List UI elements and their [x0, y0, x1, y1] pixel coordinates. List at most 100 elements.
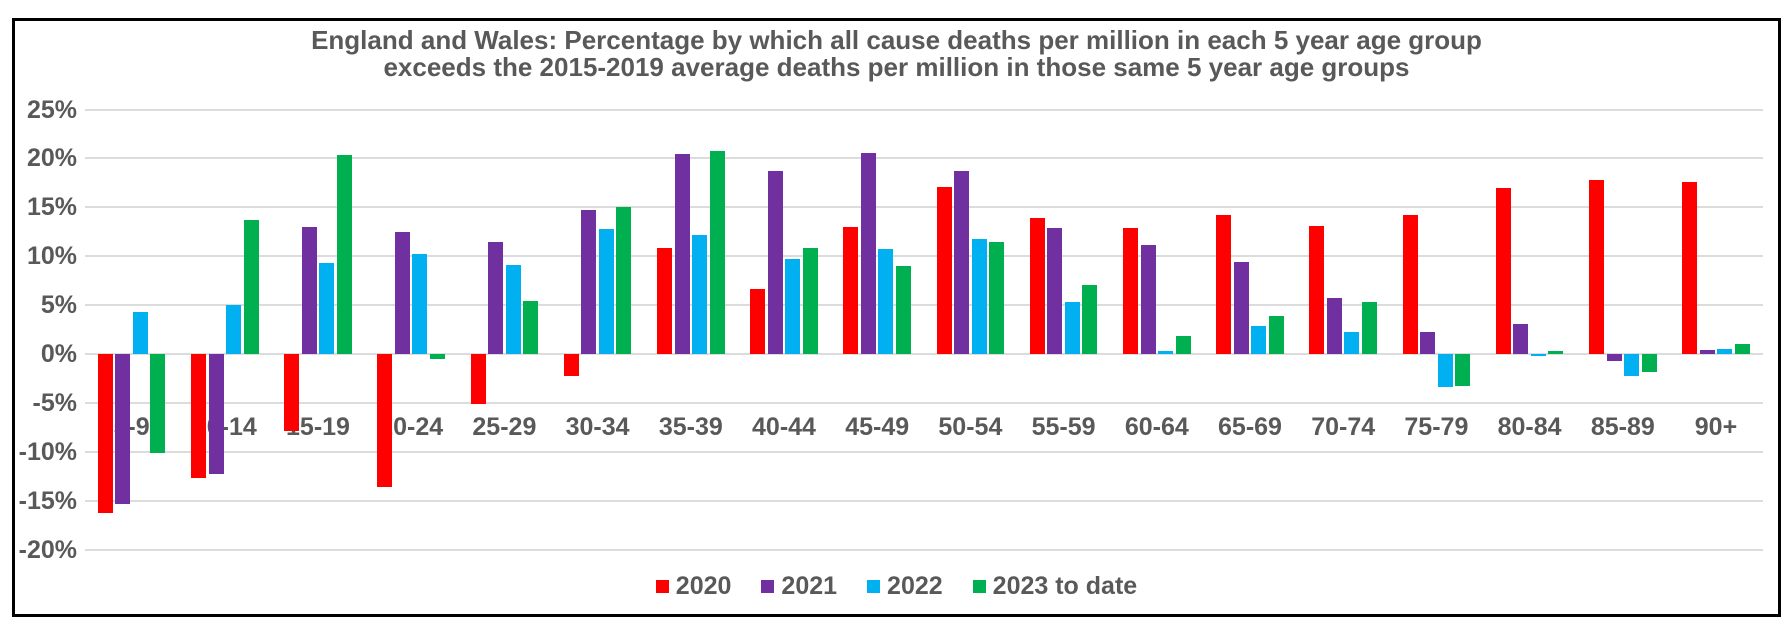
bar-2023-to-date-65-69: [1268, 315, 1284, 354]
chart-title-line-1: England and Wales: Percentage by which a…: [311, 25, 1482, 55]
bar-2020-65-69: [1216, 215, 1232, 354]
y-axis-tick-label--20: -20%: [18, 535, 77, 564]
bar-2022-70-74: [1344, 332, 1360, 354]
bar-2023-to-date-90+: [1734, 344, 1750, 354]
x-category-label-55-59: 55-59: [1031, 413, 1096, 441]
bar-2022-40-44: [785, 259, 801, 354]
bar-2022-10-14: [226, 305, 242, 354]
legend-item-2021: 2021: [761, 572, 837, 600]
bar-2020-55-59: [1029, 218, 1045, 354]
gridline-20pct: [85, 157, 1763, 160]
gridline--5pct: [85, 401, 1763, 404]
bar-2020-20-24: [377, 354, 393, 487]
bar-2021-40-44: [767, 171, 783, 354]
bar-2022-30-34: [598, 228, 614, 354]
bar-2021-20-24: [394, 231, 410, 354]
bar-2022-25-29: [505, 265, 521, 354]
legend-swatch-icon: [972, 579, 986, 593]
bar-2022-90+: [1717, 349, 1733, 354]
bar-2020-15-19: [284, 354, 300, 432]
y-axis-tick-label-10: 10%: [26, 242, 77, 271]
bar-2021-70-74: [1326, 298, 1342, 354]
bar-2022-85-89: [1624, 354, 1640, 377]
bar-2020-45-49: [843, 226, 859, 354]
x-category-label-75-79: 75-79: [1404, 413, 1469, 441]
bar-2020-40-44: [750, 289, 766, 354]
bar-2021-5-9: [115, 354, 131, 504]
x-category-label-45-49: 45-49: [845, 413, 910, 441]
bar-2023-to-date-45-49: [895, 265, 911, 354]
gridline-0pct: [85, 353, 1763, 355]
bar-2020-85-89: [1589, 179, 1605, 354]
y-axis-tick-label--5: -5%: [32, 388, 77, 417]
gridline-10pct: [85, 255, 1763, 258]
bar-2020-75-79: [1402, 215, 1418, 354]
y-axis-tick-label-25: 25%: [26, 95, 77, 124]
bar-2021-30-34: [581, 210, 597, 354]
x-category-label-35-39: 35-39: [658, 413, 723, 441]
y-axis-tick-label--15: -15%: [18, 486, 77, 515]
bar-2021-55-59: [1047, 227, 1063, 354]
gridline-25pct: [85, 108, 1763, 111]
bar-2023-to-date-15-19: [336, 155, 352, 354]
bar-2021-90+: [1699, 350, 1715, 354]
x-category-label-50-54: 50-54: [938, 413, 1003, 441]
bar-2021-50-54: [954, 171, 970, 354]
bar-2023-to-date-80-84: [1548, 351, 1564, 354]
y-axis-tick-label--10: -10%: [18, 437, 77, 466]
bar-2023-to-date-70-74: [1361, 302, 1377, 354]
gridline--20pct: [85, 548, 1763, 551]
bar-2023-to-date-75-79: [1455, 354, 1471, 387]
legend-swatch-icon: [761, 579, 775, 593]
bar-2023-to-date-85-89: [1641, 354, 1657, 372]
bar-2022-80-84: [1530, 354, 1546, 356]
bar-2021-80-84: [1513, 323, 1529, 354]
legend-item-2022: 2022: [867, 572, 943, 600]
bar-2022-60-64: [1158, 351, 1174, 354]
x-category-label-40-44: 40-44: [752, 413, 816, 441]
bar-2021-25-29: [488, 241, 504, 354]
gridline-5pct: [85, 304, 1763, 307]
chart-title: England and Wales: Percentage by which a…: [15, 27, 1778, 81]
x-category-label-90+: 90+: [1694, 413, 1738, 441]
bar-2021-85-89: [1606, 354, 1622, 361]
bar-2022-35-39: [692, 234, 708, 354]
gridline--10pct: [85, 450, 1763, 453]
bar-2023-to-date-25-29: [523, 301, 539, 354]
legend-label: 2022: [887, 572, 943, 600]
bar-2020-30-34: [563, 354, 579, 377]
bar-2023-to-date-5-9: [150, 354, 166, 453]
x-category-label-25-29: 25-29: [472, 413, 537, 441]
bar-2022-75-79: [1437, 354, 1453, 388]
bar-2022-50-54: [971, 238, 987, 354]
x-category-label-30-34: 30-34: [565, 413, 630, 441]
y-axis-tick-label-5: 5%: [40, 291, 77, 320]
legend-label: 2020: [675, 572, 732, 600]
x-category-label-60-64: 60-64: [1124, 413, 1189, 441]
bar-2020-5-9: [97, 354, 113, 514]
chart-frame: England and Wales: Percentage by which a…: [12, 18, 1781, 617]
bar-2021-10-14: [208, 354, 224, 475]
bar-2022-5-9: [132, 311, 148, 354]
bar-2022-45-49: [878, 249, 894, 354]
x-category-label-70-74: 70-74: [1311, 413, 1376, 441]
legend-swatch-icon: [655, 579, 669, 593]
bar-2020-60-64: [1123, 227, 1139, 354]
bar-2021-75-79: [1420, 332, 1436, 354]
bar-2020-70-74: [1309, 225, 1325, 354]
legend-item-2023-to-date: 2023 to date: [972, 572, 1138, 600]
y-axis-tick-label-0: 0%: [40, 340, 77, 368]
bar-2020-50-54: [936, 186, 952, 354]
legend-label: 2023 to date: [992, 572, 1138, 600]
bar-2021-60-64: [1140, 245, 1156, 354]
bar-2020-80-84: [1495, 187, 1511, 354]
bar-2023-to-date-50-54: [989, 241, 1005, 354]
legend-swatch-icon: [867, 579, 881, 593]
x-category-label-80-84: 80-84: [1497, 413, 1562, 441]
gridline-15pct: [85, 206, 1763, 209]
bar-2021-45-49: [860, 152, 876, 354]
bar-2022-15-19: [319, 263, 335, 354]
bar-2020-90+: [1682, 181, 1698, 354]
legend-label: 2021: [781, 572, 838, 600]
